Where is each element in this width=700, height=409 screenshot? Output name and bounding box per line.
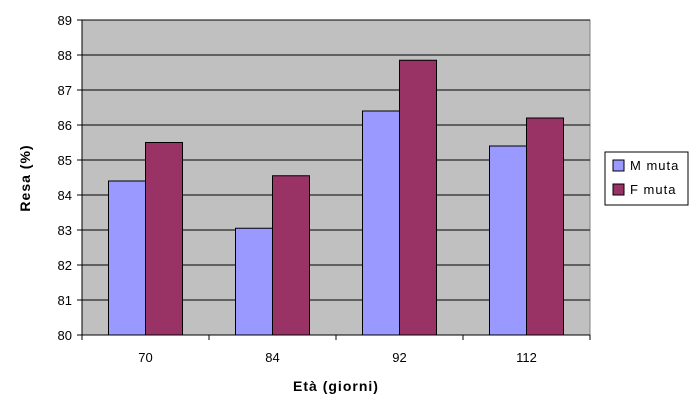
bar-f-muta-112 bbox=[526, 117, 564, 336]
y-tick-label: 88 bbox=[58, 48, 72, 63]
legend-label: F muta bbox=[630, 182, 676, 197]
bar-f-muta-70 bbox=[145, 142, 183, 336]
bar-f-muta-84 bbox=[272, 175, 310, 336]
y-tick-label: 80 bbox=[58, 328, 72, 343]
y-tick-label: 83 bbox=[58, 223, 72, 238]
x-tick-label: 112 bbox=[516, 350, 537, 365]
bar-m-muta-112 bbox=[489, 145, 527, 336]
y-tick-label: 87 bbox=[58, 83, 72, 98]
x-axis-ticks: 70 84 92 112 bbox=[81, 335, 591, 365]
legend: M muta F muta bbox=[604, 151, 689, 206]
bar-m-muta-84 bbox=[235, 227, 273, 336]
legend-label: M muta bbox=[630, 158, 679, 173]
legend-swatch bbox=[612, 183, 625, 196]
y-tick-label: 89 bbox=[58, 13, 72, 28]
x-tick-label: 92 bbox=[392, 350, 406, 365]
x-tick-label: 70 bbox=[138, 350, 152, 365]
bars bbox=[108, 59, 564, 336]
legend-swatch bbox=[612, 159, 625, 172]
bar-m-muta-70 bbox=[108, 180, 146, 336]
x-tick-label: 84 bbox=[265, 350, 279, 365]
x-axis-title: Età (giorni) bbox=[293, 378, 379, 394]
y-tick-label: 84 bbox=[58, 188, 72, 203]
y-tick-label: 81 bbox=[58, 293, 72, 308]
y-axis-title: Resa (%) bbox=[17, 144, 33, 211]
y-tick-label: 85 bbox=[58, 153, 72, 168]
y-tick-label: 86 bbox=[58, 118, 72, 133]
bar-m-muta-92 bbox=[362, 110, 400, 336]
legend-items: M muta F muta bbox=[612, 158, 679, 197]
bar-f-muta-92 bbox=[399, 59, 437, 336]
y-tick-label: 82 bbox=[58, 258, 72, 273]
y-axis-ticks: 80 81 82 83 84 85 86 87 88 89 bbox=[58, 13, 82, 343]
